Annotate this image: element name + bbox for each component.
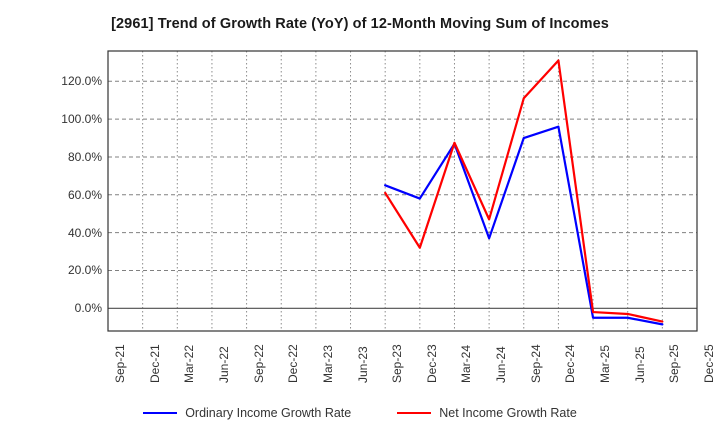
x-tick-label: Jun-24 [494, 346, 509, 383]
legend-entry[interactable]: Ordinary Income Growth Rate [143, 406, 351, 420]
y-tick-label: 20.0% [67, 263, 102, 278]
data-series-layer [384, 59, 664, 326]
legend-line-swatch [397, 412, 432, 414]
y-tick-label: 60.0% [67, 187, 102, 202]
x-tick-label: Sep-24 [528, 344, 543, 383]
legend-line-swatch [143, 412, 178, 414]
x-tick-label: Sep-23 [390, 344, 405, 383]
y-tick-label: 40.0% [67, 225, 102, 240]
x-tick-label: Dec-21 [147, 344, 162, 383]
x-tick-label: Dec-23 [424, 344, 439, 383]
x-tick-label: Mar-25 [598, 344, 613, 383]
x-tick-label: Mar-22 [182, 344, 197, 383]
legend-label: Ordinary Income Growth Rate [185, 406, 352, 420]
y-tick-label: 100.0% [61, 112, 102, 127]
legend-label: Net Income Growth Rate [439, 406, 577, 420]
gridlines [107, 51, 698, 331]
x-tick-label: Dec-22 [286, 344, 301, 383]
x-tick-label: Mar-24 [459, 344, 474, 383]
x-tick-label: Jun-23 [355, 346, 370, 383]
y-tick-label: 80.0% [67, 149, 102, 164]
x-tick-label: Sep-25 [667, 344, 682, 383]
chart-legend: Ordinary Income Growth Rate Net Income Gr… [0, 406, 720, 420]
x-tick-label: Jun-25 [632, 346, 647, 383]
x-tick-label: Sep-22 [251, 344, 266, 383]
x-tick-label: Jun-22 [216, 346, 231, 383]
x-tick-label: Dec-24 [563, 344, 578, 383]
y-tick-label: 0.0% [74, 301, 102, 316]
x-tick-label: Sep-21 [113, 344, 127, 383]
chart-title: [2961] Trend of Growth Rate (YoY) of 12-… [111, 16, 609, 32]
x-tick-label: Dec-25 [702, 344, 716, 383]
y-tick-label: 120.0% [61, 74, 102, 89]
legend-entry[interactable]: Net Income Growth Rate [397, 406, 577, 420]
plot-frame [107, 50, 698, 332]
x-tick-label: Mar-23 [320, 344, 335, 383]
